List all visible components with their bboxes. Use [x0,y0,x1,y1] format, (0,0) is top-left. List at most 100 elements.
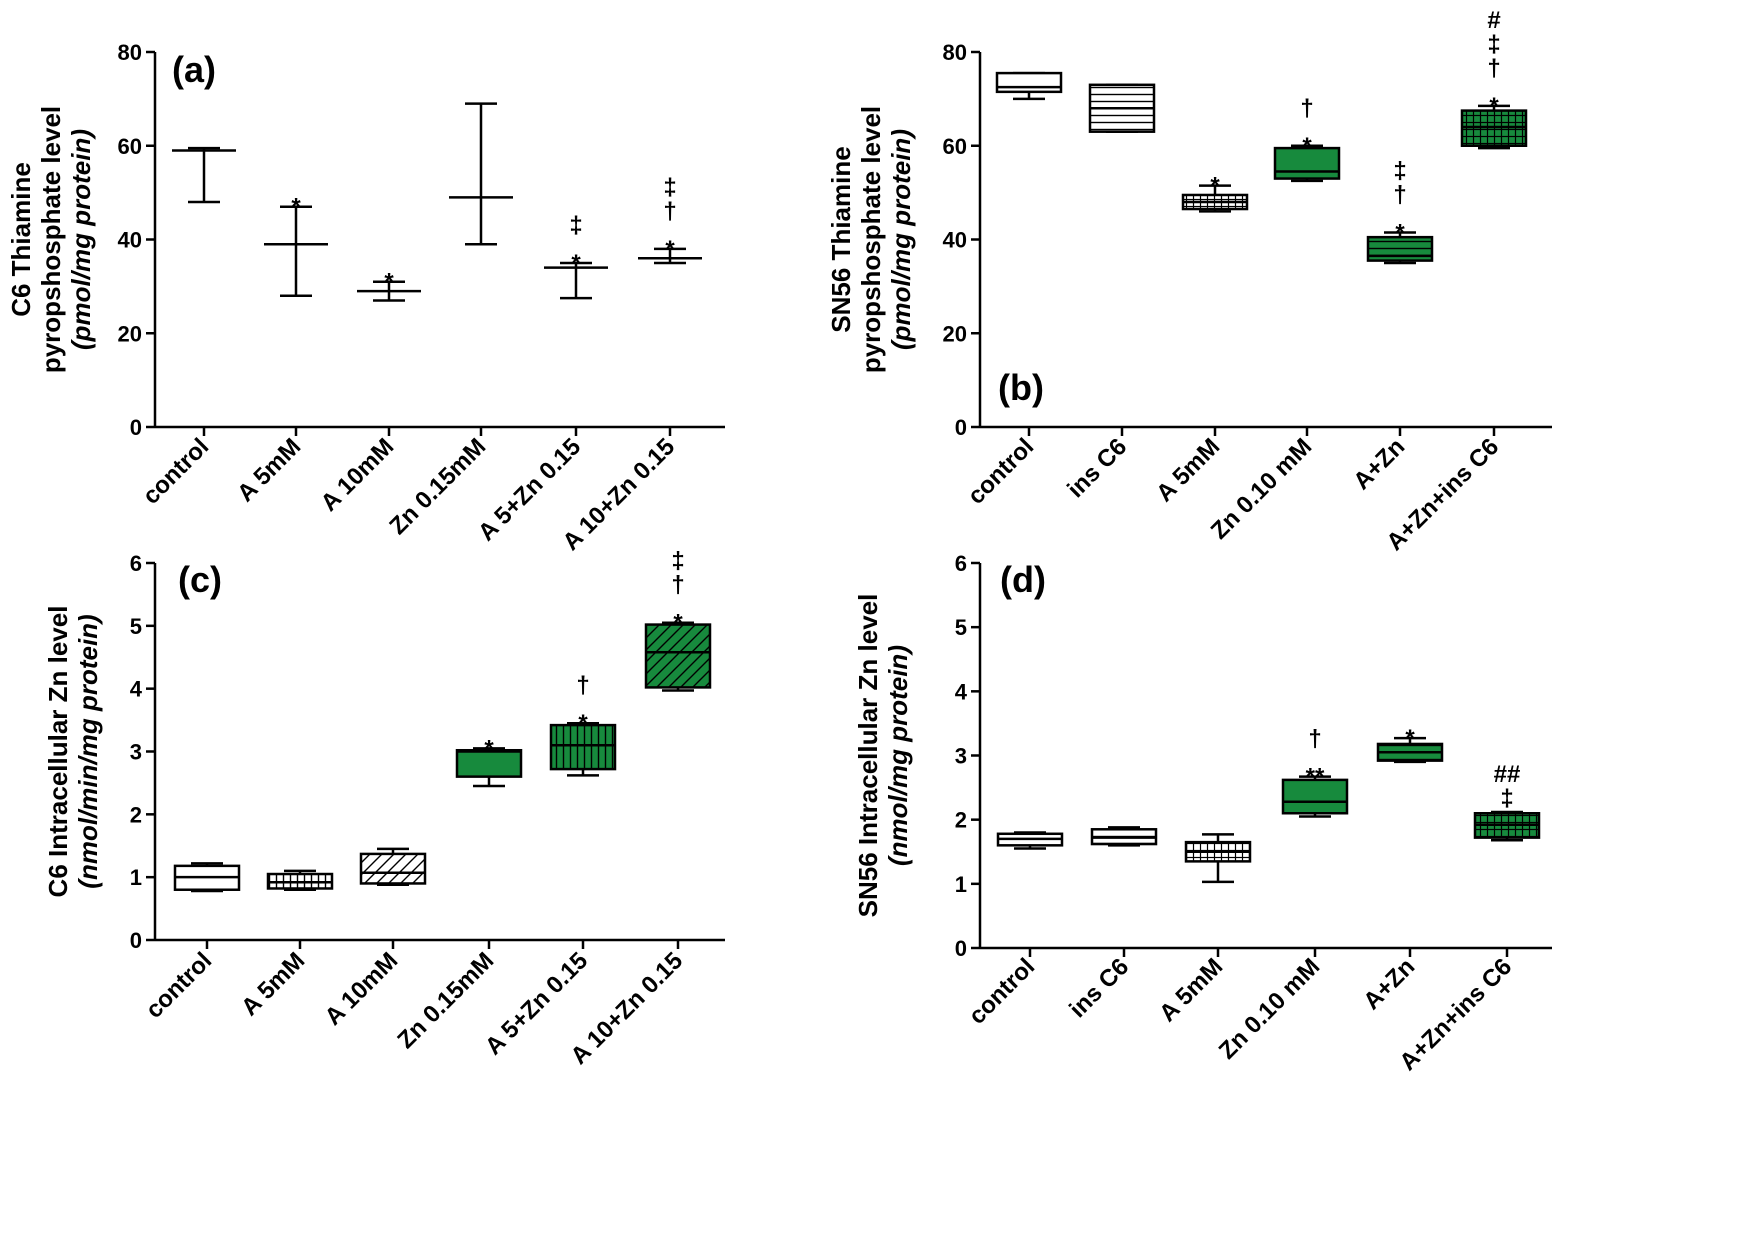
y-tick-label: 2 [130,802,142,827]
y-axis-unit: (pmol/mg protein) [66,129,96,350]
box-2 [1090,826,1158,847]
significance-mark: * [291,194,301,221]
box-5: * [1376,725,1444,764]
y-tick-label: 5 [955,615,967,640]
significance-mark: ‡ [663,174,676,201]
y-tick-label: 0 [130,415,142,440]
box-2 [266,869,334,891]
significance-mark: * [571,250,581,277]
significance-mark: † [671,572,684,599]
box-4: * [455,735,523,788]
x-tick-label: A 5mM [232,433,306,507]
box-iqr [644,623,712,689]
box-3 [359,847,427,886]
box-5: * †‡ [1366,157,1434,265]
significance-mark: * [673,610,683,637]
significance-mark: * [1489,93,1499,120]
significance-mark: * [1395,219,1405,246]
significance-mark: † [1487,55,1500,82]
box-5: *† [549,672,617,777]
x-tick-label: A 5mM [1154,953,1228,1027]
significance-mark: ‡ [1500,785,1513,812]
significance-mark: ** [1306,764,1325,791]
y-tick-label: 5 [130,614,142,639]
y-axis-title: C6 Thiamine [6,162,36,317]
significance-mark: ‡ [671,548,684,575]
y-axis-title: pyropshosphate level [36,106,66,373]
x-tick-label: ins C6 [1062,433,1132,503]
y-axis-unit: (nmol/min/mg protein) [73,614,103,888]
y-tick-label: 20 [118,321,142,346]
x-tick-label: A 10mM [320,947,404,1031]
significance-mark: ‡ [569,212,582,239]
y-tick-label: 6 [955,551,967,576]
significance-mark: ## [1494,761,1521,788]
x-tick-label: A 5mM [1151,433,1225,507]
box-6: * †‡# [1460,7,1528,150]
y-tick-label: 40 [943,228,967,253]
y-tick-label: 60 [118,134,142,159]
x-tick-label: control [963,433,1040,510]
y-tick-label: 2 [955,808,967,833]
y-tick-label: 6 [130,551,142,576]
significance-mark: † [1300,95,1313,122]
box-3: * [357,269,421,302]
panel-label: (a) [172,49,216,90]
box-iqr [995,71,1063,94]
y-tick-label: 80 [118,40,142,65]
box-4: *† [1273,95,1341,183]
box-1 [996,831,1064,850]
y-axis-title: SN56 Intracellular Zn level [853,594,883,918]
significance-mark: † [576,672,589,699]
box-iqr [549,723,617,771]
box-4: ** † [1281,726,1349,818]
box-1 [995,71,1063,101]
box-iqr [359,852,427,885]
significance-mark: # [1487,7,1500,34]
box-3: * [1181,173,1249,213]
y-tick-label: 60 [943,134,967,159]
box-5: *‡ [544,212,608,300]
y-tick-label: 1 [130,865,142,890]
y-tick-label: 80 [943,40,967,65]
y-tick-label: 0 [955,415,967,440]
y-tick-label: 4 [955,679,968,704]
panel-label: (d) [1000,559,1046,600]
x-tick-label: A 10mM [316,433,400,517]
x-tick-label: A 5mM [236,947,310,1021]
box-6: * †‡ [638,174,702,265]
box-6: ‡## [1473,761,1541,842]
significance-mark: * [1405,725,1415,752]
box-iqr [1281,778,1349,815]
box-2 [1088,83,1156,133]
box-1 [173,862,241,893]
y-tick-label: 4 [130,677,143,702]
significance-mark: * [484,735,494,762]
box-3 [1184,833,1252,884]
y-tick-label: 3 [130,740,142,765]
x-tick-label: Zn 0.10 mM [1214,953,1326,1065]
y-axis-title: C6 Intracellular Zn level [43,606,73,898]
box-4 [449,102,513,246]
y-axis-title: SN56 Thiamine [826,146,856,332]
significance-mark: * [578,710,588,737]
y-tick-label: 20 [943,321,967,346]
box-6: * †‡ [644,548,712,692]
y-axis-title: pyropshosphate level [856,106,886,373]
significance-mark: * [1302,133,1312,160]
significance-mark: * [384,269,394,296]
x-tick-label: A+Zn [1348,433,1410,495]
significance-mark: ‡ [1487,31,1500,58]
y-axis-unit: (pmol/mg protein) [886,129,916,350]
y-tick-label: 40 [118,228,142,253]
box-iqr [455,748,523,778]
significance-mark: † [1393,181,1406,208]
y-axis-unit: (nmol/mg protein) [883,645,913,866]
significance-mark: * [1210,173,1220,200]
significance-mark: * [665,236,675,263]
box-iqr [1273,146,1341,180]
